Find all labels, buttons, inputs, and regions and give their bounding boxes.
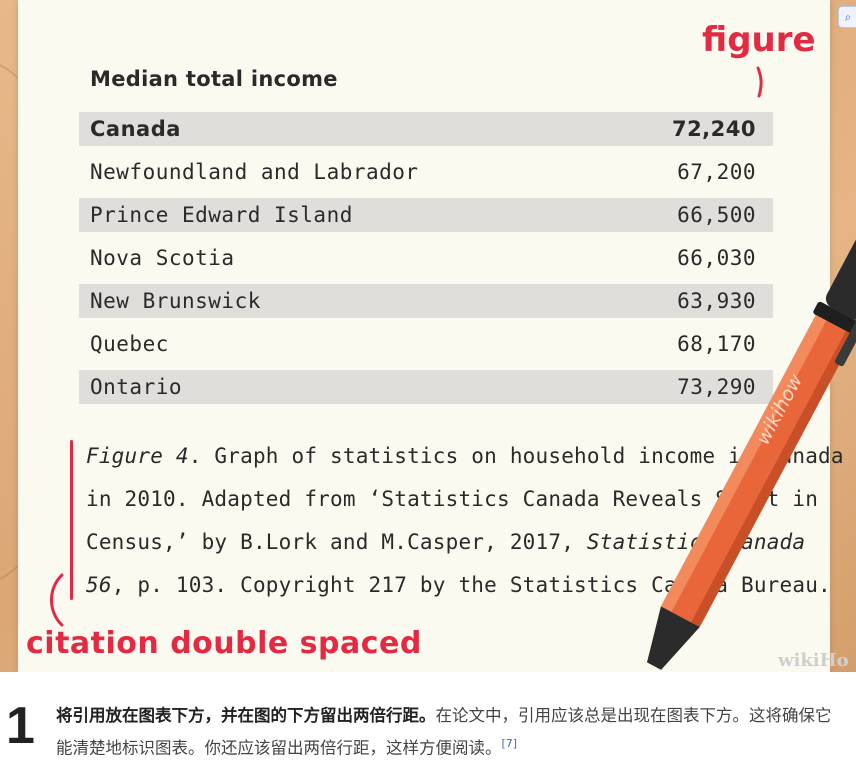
- table-title: Median total income: [90, 67, 338, 91]
- caption-line: in 2010. Adapted from ‘Statistics Canada…: [86, 487, 819, 511]
- row-value: 68,170: [677, 332, 756, 356]
- step-bold-text: 将引用放在图表下方，并在图的下方留出两倍行距。: [56, 706, 436, 725]
- step-text: 将引用放在图表下方，并在图的下方留出两倍行距。在论文中，引用应该总是出现在图表下…: [56, 702, 836, 763]
- row-value: 66,500: [677, 203, 756, 227]
- step-section: 1 将引用放在图表下方，并在图的下方留出两倍行距。在论文中，引用应该总是出现在图…: [0, 672, 856, 769]
- image-search-icon[interactable]: ⌕: [838, 6, 856, 28]
- row-value: 63,930: [677, 289, 756, 313]
- row-value: 72,240: [671, 117, 756, 141]
- caption-text: . Graph of statistics on household incom…: [188, 444, 844, 468]
- figure-note: figure: [702, 20, 816, 60]
- caption-text: Census,’ by B.Lork and M.Casper, 2017,: [86, 530, 587, 554]
- reference-link[interactable]: [7]: [501, 737, 518, 750]
- table-row: New Brunswick 63,930: [79, 284, 773, 318]
- row-value: 66,030: [677, 246, 756, 270]
- volume-number: 56: [86, 573, 112, 597]
- row-name: Newfoundland and Labrador: [90, 160, 419, 184]
- step-body-text: 在论文中，引用应该总是出现在图表下方。这将确保它能清楚地标识图表。你还应该留出两…: [56, 706, 832, 758]
- row-name: Quebec: [90, 332, 169, 356]
- wikihow-watermark: wikiHo: [778, 650, 849, 671]
- row-name: Ontario: [90, 375, 183, 399]
- figure-label: Figure 4: [86, 444, 189, 468]
- table-row: Newfoundland and Labrador 67,200: [79, 155, 773, 189]
- row-name: Nova Scotia: [90, 246, 235, 270]
- row-name: Prince Edward Island: [90, 203, 353, 227]
- citation-note: citation double spaced: [26, 626, 422, 661]
- pen-icon: [646, 182, 856, 670]
- step-number: 1: [6, 697, 35, 755]
- row-name: New Brunswick: [90, 289, 261, 313]
- citation-bracket-icon: [50, 573, 64, 627]
- table-row: Canada 72,240: [79, 112, 773, 146]
- row-value: 67,200: [677, 160, 756, 184]
- row-value: 73,290: [677, 375, 756, 399]
- caption-line: Census,’ by B.Lork and M.Casper, 2017, S…: [86, 530, 805, 554]
- table-row: Quebec 68,170: [79, 327, 773, 361]
- row-name: Canada: [90, 117, 181, 141]
- table-row: Prince Edward Island 66,500: [79, 198, 773, 232]
- table-row: Nova Scotia 66,030: [79, 241, 773, 275]
- article-illustration: Median total income Canada 72,240 Newfou…: [0, 0, 856, 672]
- figure-arrow-icon: [756, 66, 763, 98]
- table-row: Ontario 73,290: [79, 370, 773, 404]
- citation-marker-bar: [70, 440, 73, 600]
- caption-line: Figure 4. Graph of statistics on househo…: [86, 444, 844, 468]
